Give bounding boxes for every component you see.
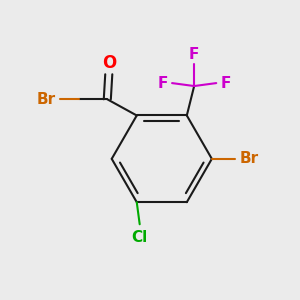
Text: Br: Br: [240, 151, 259, 166]
Text: O: O: [102, 54, 116, 72]
Text: F: F: [221, 76, 231, 91]
Text: Br: Br: [37, 92, 56, 107]
Text: Cl: Cl: [132, 230, 148, 245]
Text: F: F: [157, 76, 168, 91]
Text: F: F: [189, 47, 200, 62]
